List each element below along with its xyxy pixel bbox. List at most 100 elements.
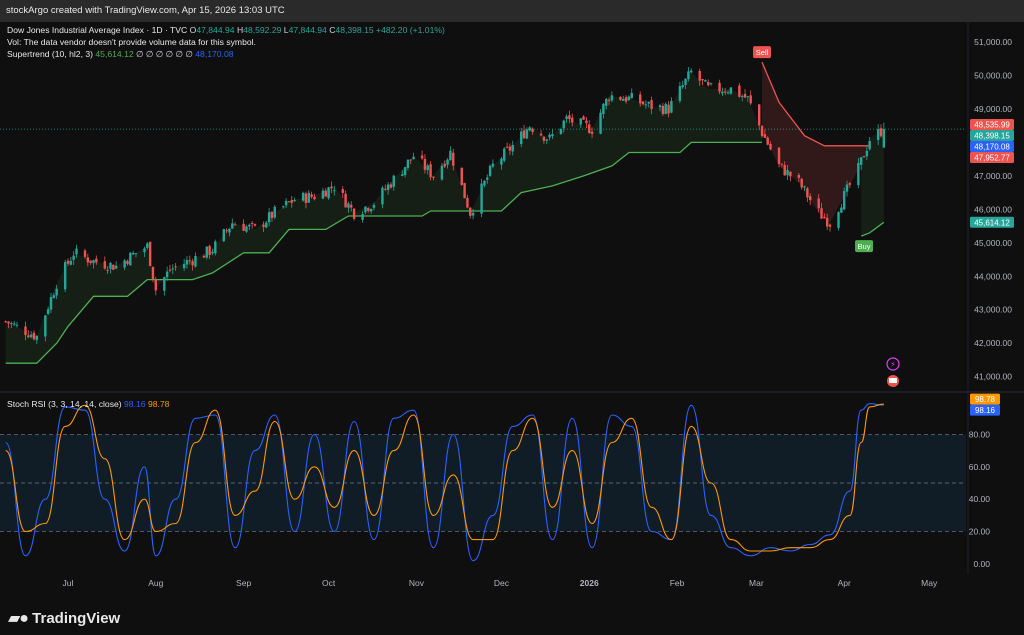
candle-body (823, 216, 826, 219)
stoch-layer (0, 403, 966, 562)
candle-body (726, 92, 730, 94)
candle-body (24, 326, 27, 336)
candle-body (154, 279, 158, 291)
price-tag: 45,614.12 (970, 216, 1014, 228)
stoch-k-line (5, 403, 884, 562)
open-label: O (189, 25, 197, 35)
candle-body (582, 116, 585, 120)
candle-body (845, 184, 849, 192)
footer: ▰● TradingView (0, 602, 1024, 635)
candle-body (500, 158, 503, 165)
candle-body (231, 223, 234, 229)
candle-body (817, 198, 820, 209)
candle-body (412, 156, 415, 160)
time-axis-label: Aug (148, 578, 163, 588)
stoch-legend[interactable]: Stoch RSI (3, 3, 14, 14, close) 98.16 98… (7, 399, 169, 409)
candle-body (265, 222, 268, 228)
candle-body (531, 128, 534, 133)
candle-body (622, 98, 625, 101)
price-tag: 48,535.99 (970, 119, 1014, 131)
candle-body (202, 255, 206, 258)
supertrend-value: 45,614.12 (95, 49, 134, 59)
candle-body (123, 260, 126, 268)
candle-body (808, 196, 812, 201)
candle-body (868, 140, 871, 150)
price-layer (0, 61, 966, 364)
price-tag: 48,170.08 (970, 141, 1014, 153)
signal-badge (855, 240, 874, 253)
price-axis-tick-label: 50,000.00 (974, 71, 1012, 81)
candle-body (364, 206, 367, 213)
candle-body (562, 120, 565, 129)
signal-label: Buy (858, 242, 871, 251)
price-tag-bg (970, 216, 1014, 228)
candle-body (420, 155, 424, 159)
candle-body (205, 246, 209, 258)
candle-body (522, 130, 526, 139)
candle-body (301, 192, 305, 201)
candle-body (678, 86, 682, 101)
candle-body (185, 260, 189, 265)
candle-body (426, 165, 429, 171)
candle-body (126, 261, 129, 264)
time-axis-label: Jul (63, 578, 74, 588)
candle-body (29, 334, 33, 337)
candle-body (83, 250, 87, 257)
price-tag-label: 45,614.12 (974, 218, 1010, 227)
candle-body (463, 182, 466, 199)
candle-body (211, 251, 214, 254)
tradingview-logo[interactable]: ▰● TradingView (8, 608, 120, 628)
candle-body (103, 261, 107, 269)
candle-body (330, 186, 333, 189)
candle-body (4, 321, 7, 323)
candle-body (112, 264, 115, 270)
candle-body (55, 288, 58, 296)
candle-body (129, 252, 132, 266)
candle-body (466, 197, 469, 208)
candle-body (446, 159, 449, 165)
candle-body (109, 262, 112, 269)
candle-body (163, 277, 166, 291)
candle-body (460, 167, 463, 185)
candle-body (327, 187, 330, 199)
candle-body (440, 165, 444, 180)
candle-body (486, 177, 489, 180)
candle-body (134, 253, 138, 255)
candle-body (282, 206, 285, 208)
low-value: 47,844.94 (288, 25, 327, 35)
candle-body (304, 193, 308, 204)
price-axis-tick-label: 44,000.00 (974, 271, 1012, 281)
candle-body (545, 139, 548, 141)
candle-body (270, 211, 274, 218)
stoch-k-value: 98.16 (124, 399, 146, 409)
candle-body (403, 167, 407, 176)
candle-body (208, 245, 211, 255)
candle-body (503, 148, 506, 161)
grid-layer (0, 22, 1024, 574)
price-tag-bg (970, 152, 1014, 164)
candle-body (777, 147, 781, 165)
candle-body (746, 96, 750, 98)
candle-body (248, 224, 251, 227)
candle-body (250, 222, 254, 224)
time-axis-label: Sep (236, 578, 251, 588)
candle-body (361, 214, 364, 220)
symbol-name: Dow Jones Industrial Average Index · 1D … (7, 25, 188, 35)
candle-body (806, 188, 809, 198)
stoch-tag-label: 98.78 (975, 395, 996, 404)
candle-body (865, 150, 869, 157)
candle-body (789, 171, 792, 177)
time-axis-label: Dec (494, 578, 510, 588)
candle-body (381, 187, 384, 205)
supertrend-legend[interactable]: Supertrend (10, hl2, 3) 45,614.12 ∅ ∅ ∅ … (7, 49, 234, 60)
flag-icon (887, 375, 899, 387)
close-label: C (329, 25, 336, 35)
supertrend-label: Supertrend (10, hl2, 3) (7, 49, 93, 59)
candle-body (786, 170, 789, 176)
candle-body (443, 163, 446, 167)
candle-body (797, 175, 801, 178)
candle-body (86, 257, 90, 263)
chart-canvas[interactable]: 51,000.0050,000.0049,000.0048,000.0047,0… (0, 0, 1024, 602)
candle-body (423, 158, 427, 170)
candle-body (661, 105, 665, 115)
